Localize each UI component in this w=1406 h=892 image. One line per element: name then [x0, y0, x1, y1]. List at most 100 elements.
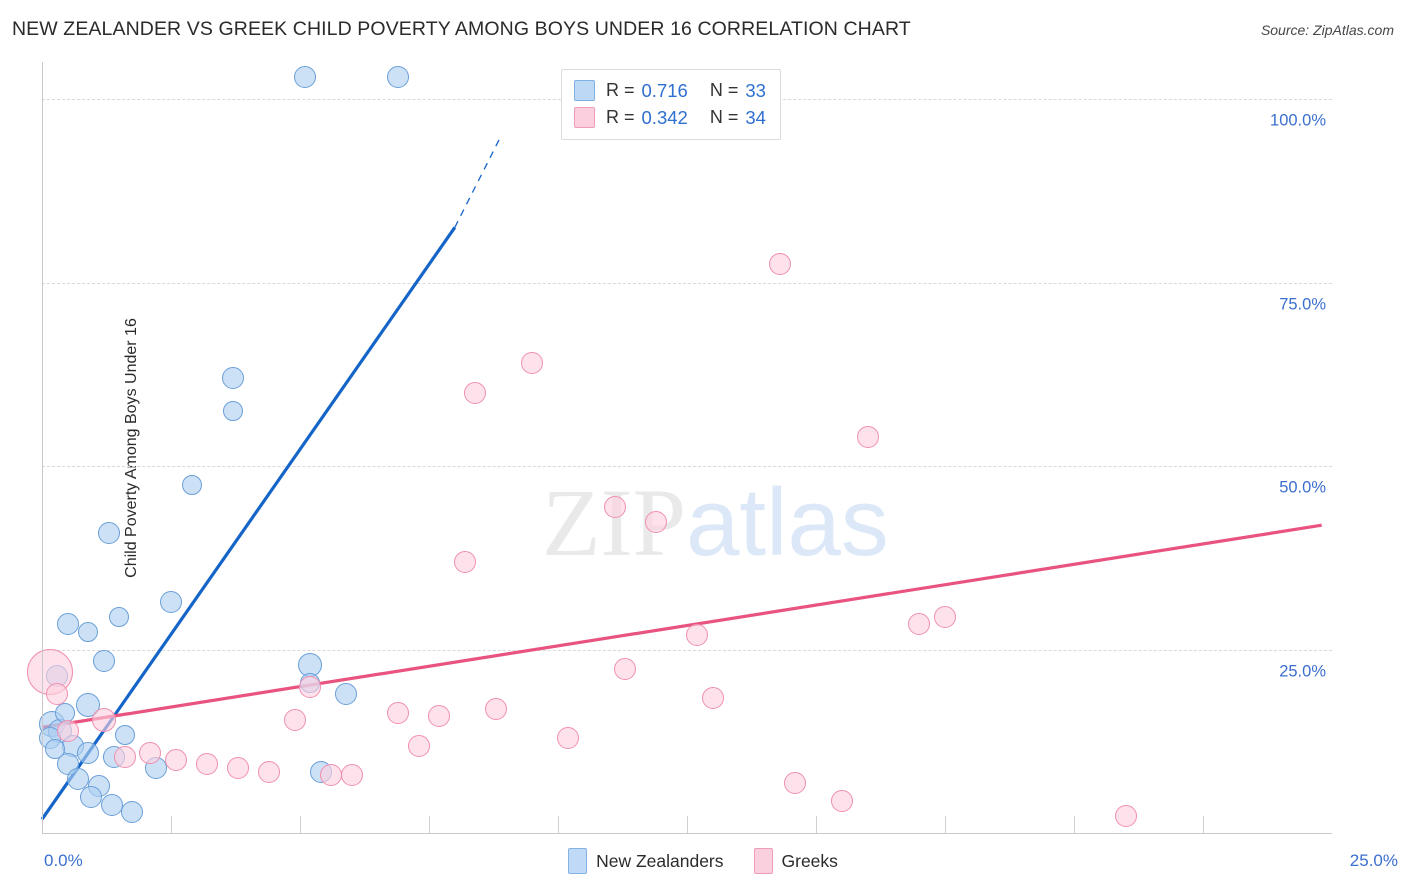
scatter-point: [908, 613, 931, 636]
source-note: Source: ZipAtlas.com: [1260, 22, 1394, 38]
legend-label-greeks: Greeks: [781, 850, 838, 871]
scatter-point: [56, 613, 79, 636]
plot-area: ZIPatlas 100.0% 75.0% 50.0% 25.0%: [26, 62, 1332, 834]
scatter-point: [686, 624, 709, 647]
stats-r-value-pink: 0.342: [641, 106, 688, 128]
gridline: [42, 282, 1332, 284]
x-axis-max-label: 25.0%: [1349, 851, 1398, 870]
stats-r-label-pink: R =: [606, 107, 635, 127]
scatter-point: [160, 591, 182, 614]
scatter-point: [768, 253, 791, 276]
scatter-point: [121, 800, 144, 823]
stats-row-new-zealanders: R = 0.716 N = 33: [574, 77, 766, 104]
scatter-point: [221, 367, 244, 390]
scatter-point: [335, 683, 358, 706]
y-axis-title-container: Child Poverty Among Boys Under 16: [6, 62, 140, 834]
scatter-point: [557, 727, 580, 750]
scatter-point: [299, 675, 322, 698]
scatter-point: [830, 789, 853, 812]
x-axis-tick: [1074, 816, 1075, 834]
scatter-point: [92, 650, 115, 673]
gridline: [42, 650, 1332, 652]
scatter-point: [78, 621, 99, 642]
stats-n-label-blue: N =: [709, 80, 739, 100]
scatter-point: [387, 701, 410, 724]
series-legend: New Zealanders Greeks: [0, 848, 1406, 874]
legend-swatch-greeks: [753, 848, 773, 874]
legend-item-new-zealanders[interactable]: New Zealanders: [568, 848, 724, 874]
stats-n-value-pink: 34: [745, 106, 766, 128]
x-axis-tick: [945, 816, 946, 834]
legend-item-greeks[interactable]: Greeks: [753, 848, 838, 874]
legend-label-new-zealanders: New Zealanders: [596, 850, 724, 871]
x-axis-tick: [429, 816, 430, 834]
scatter-point: [387, 65, 410, 88]
gridline: [42, 466, 1332, 468]
scatter-point: [227, 756, 250, 779]
scatter-point: [428, 705, 451, 728]
stats-swatch-pink: [574, 107, 595, 128]
stats-n-label-pink: N =: [709, 107, 739, 127]
scatter-point: [283, 709, 306, 732]
scatter-point: [1114, 804, 1137, 827]
trendline: [41, 523, 1322, 729]
scatter-point: [464, 381, 487, 404]
scatter-point: [645, 510, 668, 533]
scatter-point: [165, 749, 188, 772]
y-axis-tick-label: 100.0%: [1270, 111, 1326, 130]
scatter-point: [100, 793, 123, 816]
scatter-point: [77, 742, 100, 765]
scatter-point: [56, 720, 79, 743]
scatter-point: [521, 352, 544, 375]
page-title: NEW ZEALANDER VS GREEK CHILD POVERTY AMO…: [12, 18, 911, 40]
trendline: [454, 135, 502, 228]
legend-swatch-new-zealanders: [568, 848, 588, 874]
scatter-point: [258, 760, 281, 783]
scatter-point: [222, 401, 243, 422]
x-axis-tick: [558, 816, 559, 834]
scatter-point: [80, 786, 103, 809]
scatter-point: [113, 745, 136, 768]
scatter-point: [454, 550, 477, 573]
scatter-point: [98, 521, 121, 544]
scatter-point: [614, 657, 637, 680]
x-axis-tick: [816, 816, 817, 834]
scatter-point: [139, 742, 162, 765]
scatter-point: [407, 734, 430, 757]
trendlines: [40, 135, 1322, 821]
scatter-point: [67, 767, 90, 790]
x-axis-tick: [1203, 816, 1204, 834]
stats-n-value-blue: 33: [745, 79, 766, 101]
scatter-point: [298, 652, 323, 677]
scatter-point: [934, 606, 956, 629]
y-axis-tick-label: 50.0%: [1279, 478, 1326, 497]
x-axis-tick: [300, 816, 301, 834]
scatter-point: [319, 764, 342, 787]
scatter-point: [46, 683, 69, 706]
stats-row-greeks: R = 0.342 N = 34: [574, 104, 766, 131]
correlation-stats-box: R = 0.716 N = 33 R = 0.342 N = 34: [561, 69, 781, 140]
x-axis-tick: [687, 816, 688, 834]
scatter-point: [196, 753, 219, 776]
scatter-point: [701, 686, 724, 709]
scatter-point: [340, 764, 363, 787]
scatter-point: [294, 65, 317, 88]
scatter-point: [181, 474, 202, 495]
stats-r-label-blue: R =: [606, 80, 635, 100]
scatter-point: [91, 708, 116, 733]
stats-swatch-blue: [574, 80, 595, 101]
scatter-point: [485, 698, 508, 720]
x-axis-min-label: 0.0%: [44, 851, 83, 870]
scatter-point: [44, 739, 65, 760]
y-axis-tick-label: 75.0%: [1279, 295, 1326, 314]
x-axis-line: [42, 833, 1332, 834]
scatter-point: [856, 425, 879, 448]
y-axis-line: [42, 62, 43, 834]
scatter-point: [603, 495, 626, 518]
y-axis-tick-label: 25.0%: [1279, 662, 1326, 681]
scatter-point: [784, 771, 807, 794]
scatter-point: [109, 607, 130, 628]
x-axis-tick: [171, 816, 172, 834]
stats-r-value-blue: 0.716: [641, 79, 688, 101]
